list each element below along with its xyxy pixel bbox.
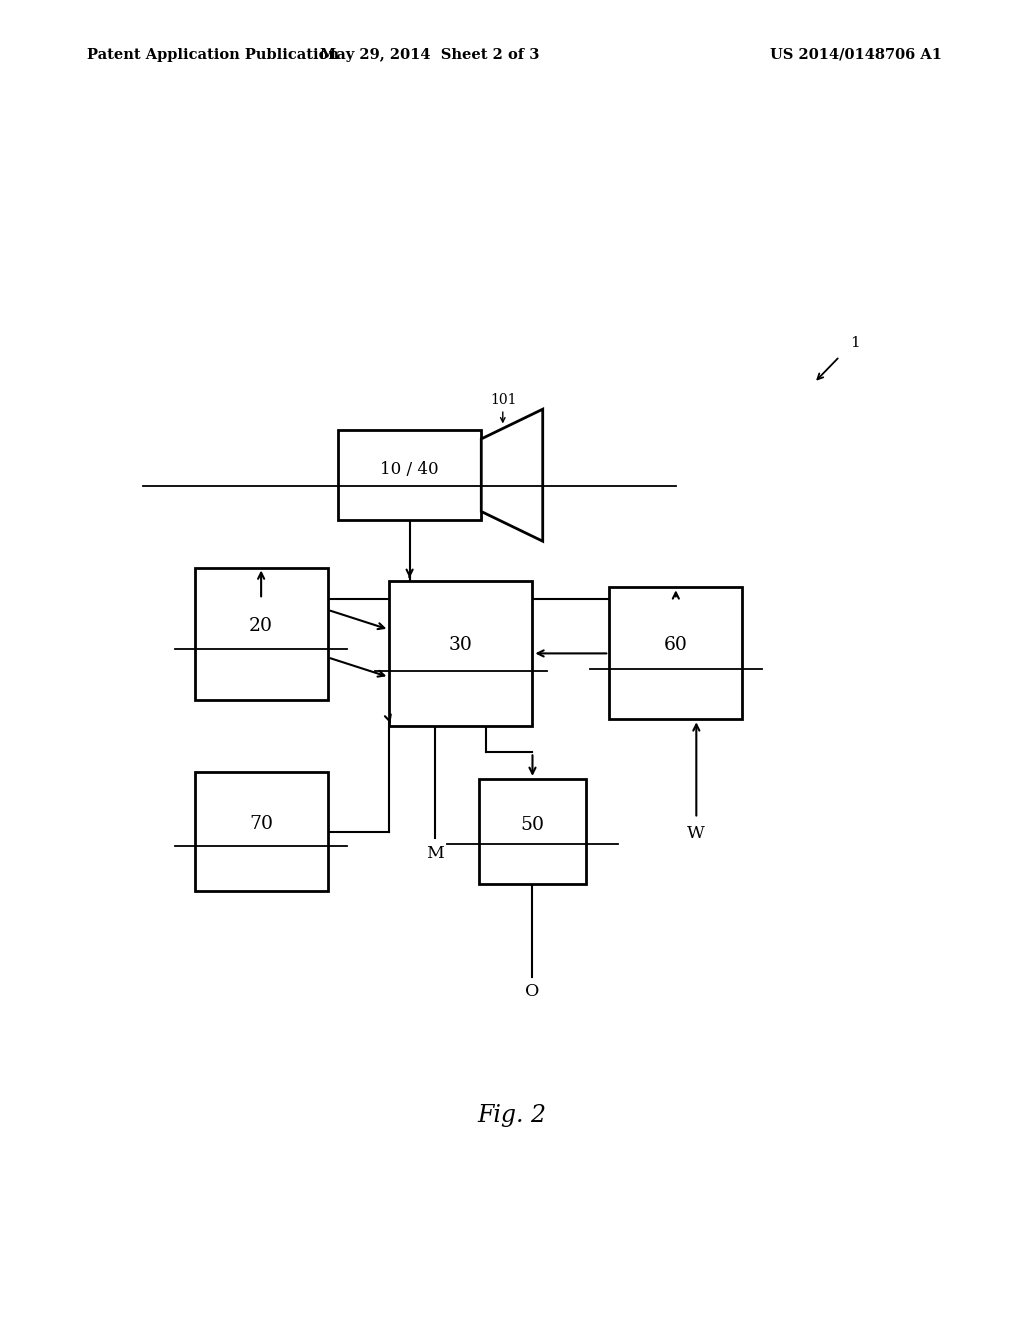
Text: 1: 1 [850,335,860,350]
Bar [479,779,586,884]
Text: 10 / 40: 10 / 40 [380,461,439,478]
Text: 50: 50 [520,816,545,834]
Text: May 29, 2014  Sheet 2 of 3: May 29, 2014 Sheet 2 of 3 [321,48,540,62]
Text: W: W [687,825,706,842]
Text: Fig. 2: Fig. 2 [477,1104,547,1127]
Text: 70: 70 [249,816,273,833]
Text: 60: 60 [664,636,688,655]
Bar [389,581,532,726]
Bar [338,430,481,520]
Text: O: O [525,983,540,1001]
Text: Patent Application Publication: Patent Application Publication [87,48,339,62]
Text: 20: 20 [249,616,273,635]
Bar [195,772,328,891]
Text: US 2014/0148706 A1: US 2014/0148706 A1 [770,48,942,62]
Bar [195,568,328,700]
Text: M: M [426,845,444,862]
Polygon shape [481,409,543,541]
Text: 101: 101 [490,392,517,407]
Bar [609,587,742,719]
Text: 30: 30 [449,636,473,653]
